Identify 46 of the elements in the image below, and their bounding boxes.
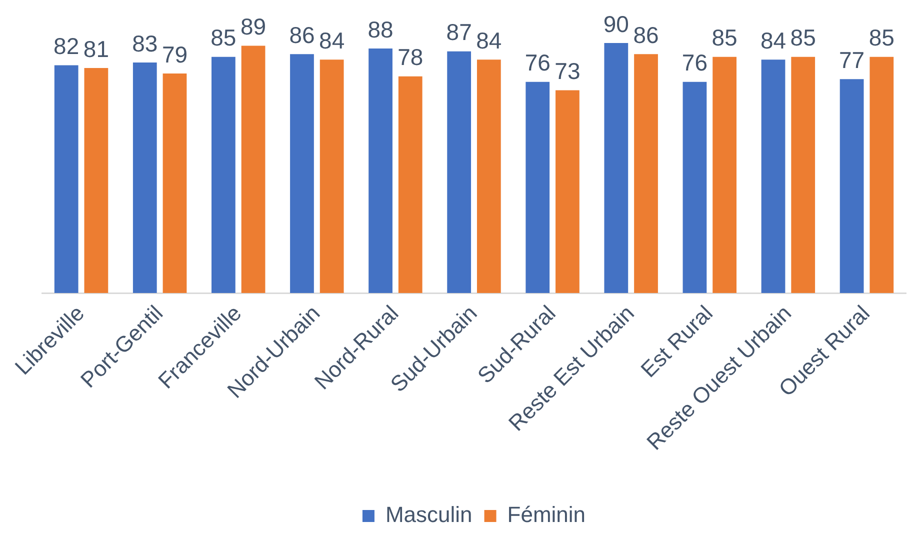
bar: [368, 48, 392, 293]
data-label: 86: [633, 22, 659, 48]
bar: [162, 74, 187, 293]
data-label: 85: [790, 24, 816, 51]
data-label: 85: [868, 24, 894, 51]
bar: [634, 54, 658, 293]
data-label: 78: [398, 44, 424, 70]
bar: [556, 90, 580, 293]
bar: [84, 68, 108, 293]
bar: [54, 65, 78, 293]
data-label: 87: [446, 19, 472, 46]
data-label: 79: [162, 41, 188, 68]
data-label: 85: [712, 24, 738, 51]
data-label: 84: [476, 28, 502, 54]
bar: [320, 60, 344, 293]
bar: [682, 82, 707, 293]
data-label: 84: [760, 28, 786, 54]
data-label: 85: [210, 24, 236, 51]
legend-label: Masculin: [385, 502, 472, 528]
bar: [791, 56, 816, 293]
bar: [132, 62, 157, 293]
bar: [241, 46, 266, 293]
bar: [212, 56, 236, 293]
bar: [604, 43, 628, 293]
data-label: 90: [603, 10, 629, 37]
data-label: 73: [554, 58, 580, 84]
data-label: 88: [368, 16, 394, 42]
bar: [290, 54, 314, 293]
bar: [870, 56, 894, 293]
bar: [761, 60, 786, 293]
data-label: 77: [839, 46, 865, 73]
data-label: 76: [682, 50, 708, 76]
bar: [447, 51, 472, 293]
bar: [476, 60, 501, 293]
bar: [840, 79, 864, 293]
bar: [398, 76, 422, 293]
data-label: 76: [524, 50, 550, 76]
data-label: 81: [83, 36, 109, 62]
data-label: 84: [319, 28, 345, 54]
data-label: 82: [54, 33, 80, 60]
bar: [526, 82, 550, 293]
data-label: 83: [132, 30, 158, 56]
data-label: 86: [289, 22, 315, 48]
data-label: 89: [240, 14, 266, 40]
bar: [712, 56, 736, 293]
legend-label: Féminin: [507, 502, 586, 528]
